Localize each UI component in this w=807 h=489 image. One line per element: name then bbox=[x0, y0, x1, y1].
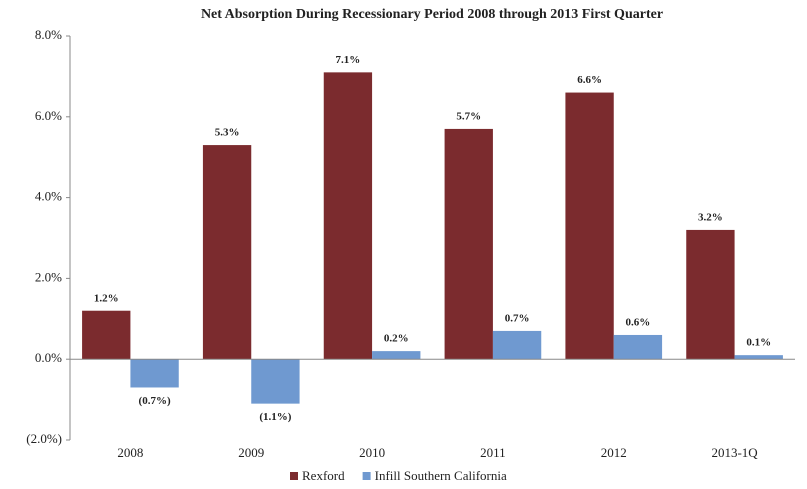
value-label: 0.1% bbox=[746, 337, 771, 349]
x-tick-label: 2013-1Q bbox=[711, 445, 758, 460]
value-label: (0.7%) bbox=[139, 395, 171, 407]
legend-swatch bbox=[290, 472, 298, 480]
value-label: 1.2% bbox=[94, 292, 119, 304]
y-tick-label: 4.0% bbox=[35, 189, 62, 204]
value-label: 0.7% bbox=[505, 312, 530, 324]
value-label: 7.1% bbox=[336, 54, 361, 66]
y-tick-label: (2.0%) bbox=[26, 431, 62, 446]
legend-label: Rexford bbox=[302, 468, 345, 483]
y-tick-label: 8.0% bbox=[35, 27, 62, 42]
bar bbox=[613, 334, 663, 360]
legend-swatch bbox=[362, 472, 371, 480]
value-label: (1.1%) bbox=[259, 411, 291, 423]
bar bbox=[130, 359, 179, 388]
value-label: 5.3% bbox=[215, 127, 240, 139]
bar bbox=[565, 92, 614, 360]
x-tick-label: 2012 bbox=[601, 445, 627, 460]
y-tick-label: 2.0% bbox=[35, 269, 62, 284]
bar bbox=[734, 355, 783, 360]
value-label: 6.6% bbox=[577, 74, 602, 86]
bar bbox=[372, 351, 421, 360]
bar bbox=[323, 72, 373, 360]
value-label: 3.2% bbox=[698, 211, 723, 223]
x-tick-label: 2010 bbox=[359, 445, 385, 460]
value-label: 0.6% bbox=[626, 316, 651, 328]
x-tick-label: 2008 bbox=[117, 445, 143, 460]
bar bbox=[251, 359, 300, 404]
bar bbox=[202, 145, 252, 360]
y-tick-label: 6.0% bbox=[35, 108, 62, 123]
chart-title: Net Absorption During Recessionary Perio… bbox=[201, 7, 663, 22]
bar bbox=[444, 128, 493, 360]
legend-label: Infill Southern California bbox=[375, 468, 507, 483]
y-tick-label: 0.0% bbox=[35, 350, 62, 365]
x-tick-label: 2009 bbox=[238, 445, 264, 460]
x-tick-label: 2011 bbox=[480, 445, 506, 460]
value-label: 5.7% bbox=[456, 110, 481, 122]
bar bbox=[82, 310, 131, 360]
bar bbox=[492, 330, 542, 360]
value-label: 0.2% bbox=[384, 333, 409, 345]
bar bbox=[686, 229, 735, 360]
